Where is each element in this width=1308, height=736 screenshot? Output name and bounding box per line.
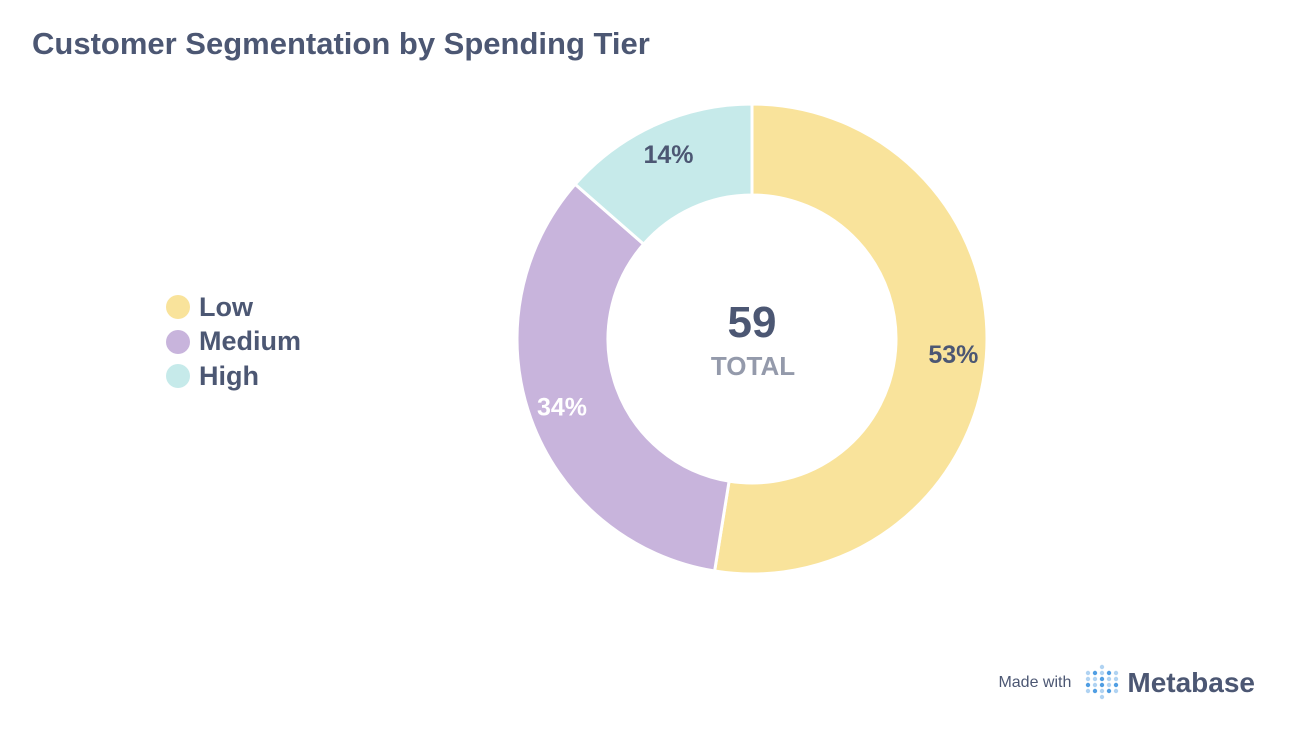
made-with-text: Made with [998,674,1072,691]
donut-slices [515,102,989,576]
legend-swatch-high [166,364,190,389]
brand-name: Metabase [1127,667,1255,698]
slice-label-high: 14% [644,141,694,169]
donut-slice-low[interactable] [712,102,989,576]
legend-swatch-low [166,295,190,320]
donut-slice-high[interactable] [573,102,754,247]
legend-label-high: High [199,360,259,391]
legend-item-high[interactable]: High [166,359,301,394]
legend-label-medium: Medium [199,326,302,357]
legend-label-low: Low [199,291,253,322]
slice-label-medium: 34% [537,394,587,422]
legend-item-medium[interactable]: Medium [166,325,301,360]
total-value: 59 [728,298,777,347]
legend: Low Medium High [166,290,301,394]
slice-label-low: 53% [928,341,978,369]
total-label: TOTAL [711,351,795,381]
slice-labels: 53% 34% 14% [537,141,978,421]
footer-attribution[interactable]: Made with [998,664,1255,702]
donut-slice-medium[interactable] [515,182,731,573]
legend-swatch-medium [166,329,190,354]
legend-item-low[interactable]: Low [166,290,301,325]
chart-title: Customer Segmentation by Spending Tier [32,26,650,61]
metabase-logo-icon [1086,664,1119,700]
